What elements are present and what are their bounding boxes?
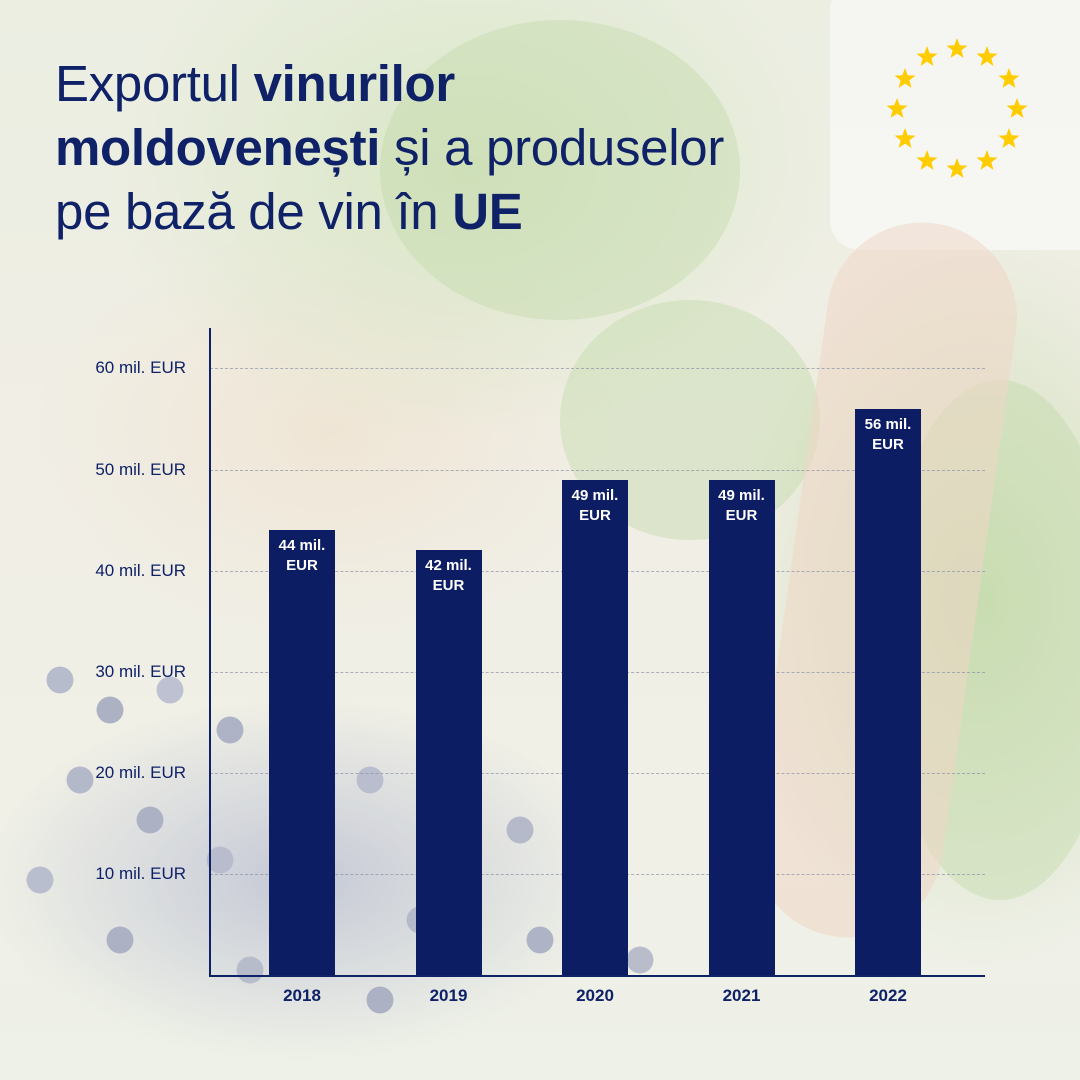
y-tick-label: 10 mil. EUR bbox=[95, 863, 186, 883]
title-part-bold: vinurilor bbox=[253, 55, 456, 112]
x-tick-label: 2019 bbox=[429, 986, 468, 1005]
x-axis bbox=[209, 975, 985, 977]
bar bbox=[855, 408, 921, 975]
title-part-bold: moldovenești bbox=[55, 119, 381, 176]
bar-data-label: 44 mil. EUR bbox=[278, 537, 326, 575]
foliage-shape bbox=[380, 20, 740, 320]
x-tick-label: 2020 bbox=[576, 986, 614, 1005]
eu-star-icon bbox=[894, 128, 916, 148]
x-tick-label: 2021 bbox=[722, 986, 761, 1005]
eu-star-icon bbox=[976, 46, 998, 66]
bar-data-label: 56 mil. EUR bbox=[864, 415, 912, 453]
eu-star-icon bbox=[916, 149, 938, 170]
gridline bbox=[210, 469, 985, 471]
title-part: și a produselor bbox=[380, 119, 725, 176]
title-part-bold: UE bbox=[452, 183, 523, 240]
y-tick-label: 40 mil. EUR bbox=[95, 560, 186, 580]
y-tick-label: 30 mil. EUR bbox=[95, 661, 186, 681]
x-tick-label: 2022 bbox=[869, 986, 907, 1005]
eu-star-icon bbox=[894, 68, 916, 88]
bar-data-label: 49 mil. EUR bbox=[571, 486, 619, 524]
title-part: Exportul bbox=[55, 55, 254, 112]
y-tick-label: 60 mil. EUR bbox=[95, 358, 186, 378]
eu-star-icon bbox=[916, 46, 938, 66]
y-tick-label: 20 mil. EUR bbox=[95, 762, 186, 782]
bar bbox=[708, 479, 775, 975]
bar bbox=[269, 530, 335, 975]
eu-star-icon bbox=[946, 38, 968, 58]
title-part: pe bază de vin în bbox=[55, 183, 453, 240]
bar bbox=[562, 479, 628, 975]
eu-star-icon bbox=[976, 149, 998, 170]
gridline bbox=[210, 368, 985, 370]
eu-flag-stars-icon bbox=[886, 38, 1028, 178]
y-axis bbox=[209, 328, 211, 976]
eu-star-icon bbox=[998, 128, 1020, 148]
x-tick-label: 2018 bbox=[283, 986, 321, 1005]
bar-data-label: 49 mil. EUR bbox=[718, 486, 765, 524]
eu-star-icon bbox=[946, 158, 968, 178]
eu-star-icon bbox=[1006, 98, 1028, 118]
eu-star-icon bbox=[886, 98, 908, 118]
bar bbox=[415, 550, 482, 975]
grapes-shape bbox=[0, 620, 760, 1080]
y-tick-label: 50 mil. EUR bbox=[95, 459, 186, 479]
page-title: Exportul vinurilor moldovenești și a prod… bbox=[55, 52, 855, 244]
eu-star-icon bbox=[998, 68, 1020, 88]
bar-data-label: 42 mil. EUR bbox=[425, 557, 472, 595]
worker-shirt-shape bbox=[830, 0, 1080, 250]
